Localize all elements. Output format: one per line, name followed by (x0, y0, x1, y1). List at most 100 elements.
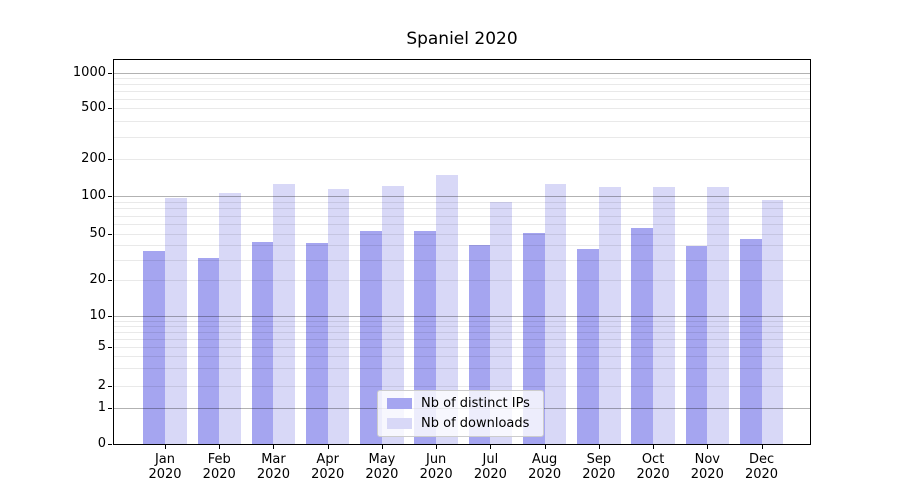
y-gridline-minor-700 (114, 90, 810, 92)
y-gridline-minor-9 (114, 320, 810, 322)
plot-area: Nb of distinct IPs Nb of downloads (113, 59, 811, 445)
x-tick-mark-sep (598, 445, 600, 449)
x-tick-label-jun: Jun 2020 (419, 452, 453, 482)
y-tick-label-10: 10 (89, 308, 106, 323)
bar-distinct-ips-feb (197, 258, 220, 444)
x-tick-label-apr: Apr 2020 (311, 452, 345, 482)
x-tick-label-dec: Dec 2020 (744, 452, 779, 482)
y-gridline-minor-50 (114, 234, 810, 235)
y-tick-mark-1 (108, 407, 112, 409)
y-gridline-minor-2 (114, 385, 810, 387)
x-tick-label-nov: Nov 2020 (690, 452, 724, 482)
y-tick-label-5: 5 (97, 338, 106, 354)
y-gridline-minor-3 (114, 368, 810, 370)
bar-downloads-jun (436, 174, 458, 444)
x-tick-label-oct: Oct 2020 (636, 452, 670, 482)
y-gridline-minor-60 (114, 224, 810, 225)
bar-distinct-ips-dec (739, 239, 762, 444)
y-tick-label-500: 500 (81, 100, 106, 116)
y-tick-label-0: 0 (97, 436, 106, 451)
y-gridline-minor-500 (114, 108, 810, 110)
x-tick-mark-jun (436, 445, 438, 449)
x-tick-mark-mar (273, 445, 275, 449)
y-tick-label-1: 1 (97, 399, 106, 415)
y-gridline-minor-7 (114, 331, 810, 333)
bar-distinct-ips-oct (631, 227, 654, 444)
legend-label-downloads: Nb of downloads (421, 416, 530, 431)
x-tick-mark-oct (653, 445, 655, 449)
x-tick-mark-nov (707, 445, 709, 449)
bar-downloads-nov (707, 186, 729, 444)
legend-swatch-downloads-icon (387, 418, 412, 429)
x-tick-mark-may (381, 445, 383, 449)
legend-label-ips: Nb of distinct IPs (421, 396, 530, 411)
x-tick-label-jul: Jul 2020 (473, 452, 507, 482)
chart-title: Spaniel 2020 (406, 29, 518, 49)
y-gridline-minor-800 (114, 84, 810, 86)
x-tick-mark-aug (544, 445, 546, 449)
bar-distinct-ips-nov (685, 246, 708, 444)
y-gridline-minor-20 (114, 280, 810, 281)
y-tick-mark-5 (108, 346, 112, 348)
y-gridline-minor-5 (114, 346, 810, 348)
y-gridline-minor-400 (114, 120, 810, 122)
y-gridline-minor-200 (114, 159, 810, 161)
y-tick-mark-500 (108, 108, 112, 110)
y-gridline-major-100 (114, 196, 810, 197)
x-tick-mark-apr (327, 445, 329, 449)
y-tick-label-50: 50 (89, 226, 106, 241)
y-gridline-major-1000 (114, 72, 810, 74)
y-gridline-minor-4 (114, 356, 810, 358)
y-tick-label-1000: 1000 (72, 64, 106, 80)
y-gridline-minor-30 (114, 259, 810, 261)
y-gridline-minor-900 (114, 77, 810, 79)
legend-swatch-ips-icon (387, 398, 412, 409)
y-tick-label-2: 2 (97, 377, 106, 393)
bar-downloads-aug (544, 183, 567, 444)
y-tick-mark-100 (108, 196, 112, 197)
bar-downloads-mar (273, 184, 296, 444)
legend-item-downloads: Nb of downloads (387, 416, 530, 431)
bar-distinct-ips-sep (577, 249, 599, 444)
bar-downloads-apr (327, 188, 350, 444)
x-tick-mark-feb (219, 445, 221, 449)
x-tick-mark-dec (761, 445, 763, 449)
bar-distinct-ips-may (360, 230, 382, 444)
y-tick-label-200: 200 (81, 151, 106, 167)
x-tick-label-mar: Mar 2020 (256, 452, 290, 482)
y-tick-mark-10 (108, 316, 112, 317)
y-gridline-minor-80 (114, 208, 810, 210)
y-gridline-minor-90 (114, 201, 810, 203)
x-tick-label-jan: Jan 2020 (148, 452, 182, 482)
y-tick-mark-20 (108, 280, 112, 281)
y-tick-mark-200 (108, 159, 112, 161)
x-tick-label-may: May 2020 (365, 452, 399, 482)
y-gridline-minor-8 (114, 325, 810, 327)
x-tick-mark-jul (490, 445, 492, 449)
bar-downloads-oct (653, 186, 675, 444)
bar-distinct-ips-jan (143, 250, 165, 444)
bar-downloads-jul (490, 201, 513, 444)
x-tick-label-sep: Sep 2020 (582, 452, 616, 482)
legend-item-distinct-ips: Nb of distinct IPs (387, 396, 530, 411)
x-tick-label-aug: Aug 2020 (528, 452, 562, 482)
bar-downloads-feb (219, 193, 241, 444)
y-gridline-minor-600 (114, 98, 810, 100)
bar-downloads-sep (598, 186, 621, 444)
bar-distinct-ips-mar (251, 241, 274, 444)
x-tick-label-feb: Feb 2020 (202, 452, 236, 482)
bar-downloads-dec (761, 199, 784, 444)
y-tick-mark-2 (108, 385, 112, 387)
y-tick-label-100: 100 (81, 188, 106, 203)
y-tick-mark-0 (108, 444, 112, 445)
y-tick-mark-50 (108, 234, 112, 235)
y-gridline-major-10 (114, 316, 810, 317)
bar-distinct-ips-apr (305, 242, 328, 444)
y-gridline-minor-70 (114, 215, 810, 217)
x-tick-mark-jan (165, 445, 166, 449)
y-gridline-minor-300 (114, 136, 810, 138)
bar-downloads-may (381, 186, 404, 444)
y-gridline-minor-6 (114, 338, 810, 340)
y-tick-mark-1000 (108, 72, 112, 74)
